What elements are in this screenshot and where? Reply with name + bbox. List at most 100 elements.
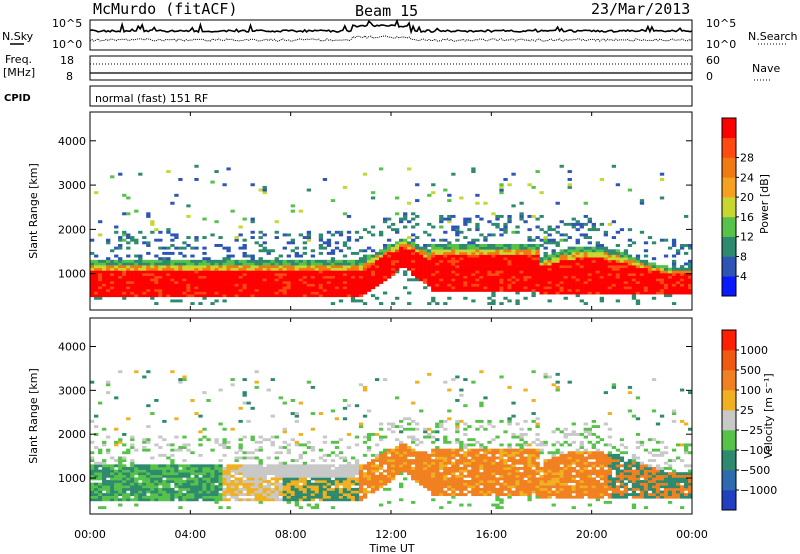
- range-time-cell: [158, 482, 163, 486]
- range-time-cell: [403, 427, 408, 431]
- range-time-cell: [583, 267, 588, 271]
- range-time-cell: [455, 375, 460, 379]
- range-time-cell: [479, 233, 484, 237]
- range-time-cell: [403, 217, 408, 221]
- range-time-cell: [447, 461, 452, 465]
- range-time-cell: [166, 262, 171, 266]
- range-time-cell: [523, 456, 528, 460]
- range-time-cell: [663, 254, 669, 258]
- range-time-cell: [499, 459, 504, 463]
- range-time-cell: [278, 273, 283, 276]
- range-time-cell: [254, 464, 259, 468]
- range-time-cell: [615, 230, 621, 234]
- range-time-cell: [507, 275, 512, 279]
- range-time-cell: [615, 254, 621, 258]
- range-time-cell: [94, 425, 99, 429]
- range-time-cell: [370, 275, 376, 279]
- range-time-cell: [483, 286, 488, 290]
- range-time-cell: [467, 267, 472, 271]
- range-time-cell: [531, 399, 536, 402]
- range-time-cell: [338, 466, 344, 470]
- range-time-cell: [603, 246, 609, 250]
- range-time-cell: [507, 419, 512, 423]
- range-time-cell: [535, 443, 540, 447]
- range-time-cell: [162, 278, 167, 282]
- range-time-cell: [118, 244, 123, 247]
- range-time-cell: [547, 288, 552, 292]
- range-time-cell: [118, 262, 123, 266]
- range-time-cell: [471, 451, 476, 455]
- range-time-cell: [535, 254, 540, 258]
- range-time-cell: [98, 259, 103, 263]
- range-time-cell: [122, 459, 127, 463]
- velocity-range-time-cells: [90, 370, 693, 510]
- range-time-cell: [194, 466, 199, 470]
- range-time-cell: [563, 474, 568, 478]
- range-time-cell: [531, 419, 536, 423]
- range-time-cell: [403, 466, 408, 470]
- range-time-cell: [238, 278, 243, 282]
- range-time-cell: [395, 453, 400, 457]
- range-time-cell: [507, 469, 512, 473]
- range-time-cell: [415, 380, 420, 384]
- range-time-cell: [583, 249, 588, 253]
- range-time-cell: [447, 451, 452, 455]
- range-time-cell: [354, 466, 360, 470]
- range-time-cell: [539, 244, 544, 247]
- range-time-cell: [318, 265, 324, 269]
- range-time-cell: [407, 220, 412, 224]
- range-time-cell: [186, 485, 191, 489]
- range-time-cell: [118, 482, 123, 486]
- range-time-cell: [126, 262, 131, 266]
- range-time-cell: [110, 249, 115, 253]
- range-time-cell: [487, 472, 492, 476]
- range-time-cell: [358, 294, 364, 298]
- range-time-cell: [214, 466, 219, 470]
- range-time-cell: [342, 291, 348, 295]
- range-time-cell: [114, 288, 119, 292]
- range-time-cell: [519, 446, 524, 449]
- range-time-cell: [138, 267, 143, 271]
- range-time-cell: [286, 469, 291, 473]
- range-time-cell: [218, 388, 223, 392]
- range-time-cell: [459, 503, 464, 507]
- range-time-cell: [399, 453, 404, 457]
- range-time-cell: [166, 487, 171, 491]
- range-time-cell: [559, 262, 564, 266]
- range-time-cell: [439, 217, 444, 221]
- range-time-cell: [427, 262, 432, 266]
- range-time-cell: [575, 246, 580, 250]
- range-time-cell: [170, 286, 175, 290]
- range-time-cell: [162, 257, 167, 261]
- range-time-cell: [443, 453, 448, 457]
- range-time-cell: [330, 278, 336, 282]
- range-time-cell: [246, 466, 251, 470]
- range-time-cell: [126, 265, 131, 269]
- range-time-cell: [579, 275, 584, 279]
- range-time-cell: [391, 477, 396, 481]
- range-time-cell: [382, 265, 388, 269]
- range-time-cell: [378, 438, 384, 442]
- cpid-label: CPID: [4, 93, 31, 104]
- range-time-cell: [407, 417, 412, 421]
- range-time-cell: [338, 275, 344, 279]
- range-time-cell: [507, 474, 512, 478]
- range-time-cell: [411, 440, 416, 444]
- range-time-cell: [258, 230, 263, 234]
- range-time-cell: [559, 265, 564, 269]
- range-time-cell: [326, 265, 332, 269]
- range-time-cell: [190, 477, 195, 481]
- range-time-cell: [238, 480, 243, 483]
- range-time-cell: [110, 294, 115, 298]
- range-time-cell: [270, 477, 275, 481]
- range-time-cell: [515, 270, 520, 274]
- range-time-cell: [571, 254, 576, 258]
- range-time-cell: [146, 425, 151, 429]
- range-time-cell: [683, 286, 689, 290]
- range-time-cell: [190, 294, 195, 298]
- range-time-cell: [386, 472, 392, 476]
- range-time-cell: [563, 280, 568, 284]
- range-time-cell: [310, 490, 316, 494]
- range-time-cell: [374, 432, 380, 436]
- range-time-cell: [563, 459, 568, 463]
